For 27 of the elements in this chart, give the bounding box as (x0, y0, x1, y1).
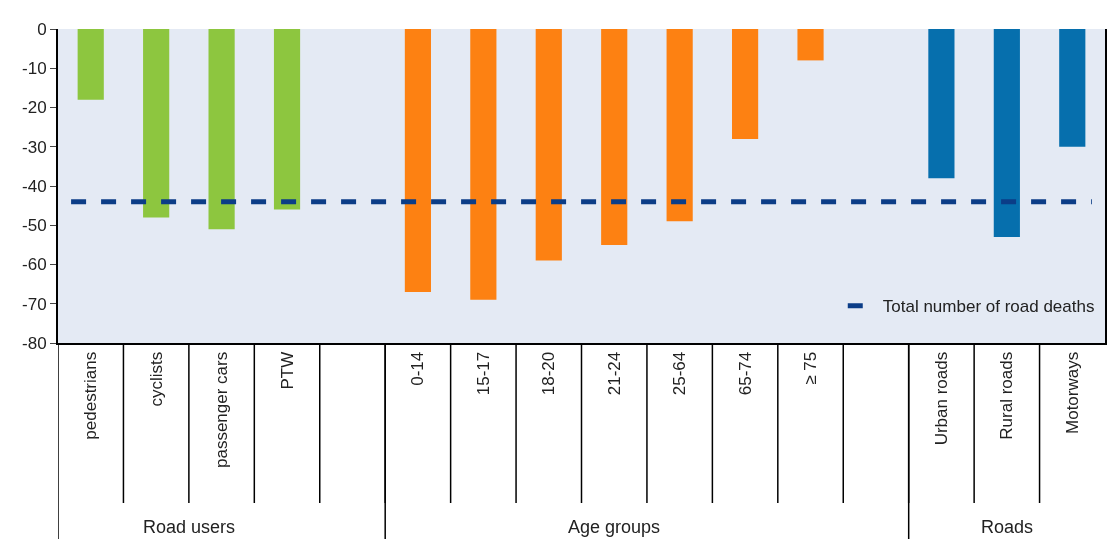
y-tick-label: -10 (22, 59, 47, 79)
x-tick-label: pedestrians (81, 351, 101, 440)
y-tick-label: -80 (22, 333, 47, 353)
y-tick-label: -60 (22, 255, 47, 275)
text: Age groups (568, 517, 661, 537)
x-tick-label: 18-20 (539, 351, 559, 396)
y-tick-label: -50 (22, 216, 47, 236)
text: Roads (981, 517, 1034, 537)
x-tick-label: 15-17 (473, 351, 493, 396)
x-tick-label: 21-24 (604, 351, 624, 396)
x-tick-label: Urban roads (931, 351, 951, 446)
y-tick-label: -30 (22, 137, 47, 157)
x-tick-label: 0-14 (408, 351, 428, 386)
x-tick-label: ≥ 75 (801, 351, 821, 385)
x-tick-label: passenger cars (212, 351, 232, 469)
y-tick-label: -20 (22, 98, 47, 118)
x-tick-label: Motorways (1062, 351, 1082, 434)
legend-label: Total number of road deaths (882, 297, 1095, 317)
y-tick-label: -70 (22, 294, 47, 314)
x-tick-label: 25-64 (670, 351, 690, 396)
x-tick-label: PTW (277, 351, 297, 390)
y-tick-label: -40 (22, 176, 47, 196)
y-tick-label: 0 (37, 19, 47, 39)
x-tick-label: 65-74 (735, 351, 755, 396)
x-tick-label: cyclists (146, 351, 166, 407)
text: Road users (143, 517, 236, 537)
x-tick-label: Rural roads (997, 351, 1017, 440)
